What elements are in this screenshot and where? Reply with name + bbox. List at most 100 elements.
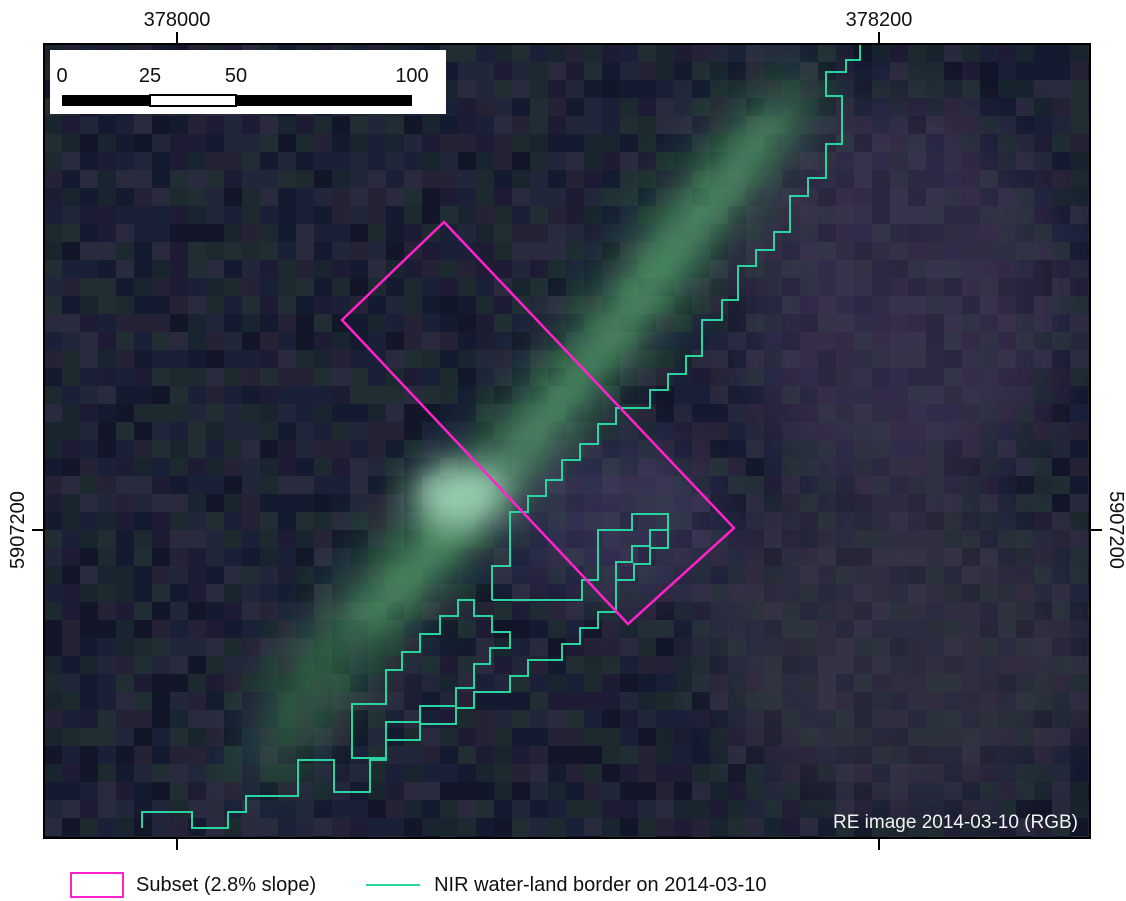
image-pixel — [458, 332, 476, 350]
image-pixel — [494, 728, 512, 746]
image-pixel — [242, 278, 260, 296]
image-pixel — [458, 422, 476, 440]
image-pixel — [1016, 134, 1034, 152]
image-pixel — [116, 764, 134, 782]
image-pixel — [494, 584, 512, 602]
image-pixel — [206, 620, 224, 638]
image-pixel — [458, 602, 476, 620]
image-pixel — [80, 764, 98, 782]
image-pixel — [206, 404, 224, 422]
image-pixel — [170, 458, 188, 476]
image-pixel — [296, 260, 314, 278]
image-pixel — [314, 422, 332, 440]
image-pixel — [476, 134, 494, 152]
image-pixel — [314, 602, 332, 620]
image-pixel — [512, 746, 530, 764]
image-pixel — [764, 782, 782, 800]
image-pixel — [458, 746, 476, 764]
image-pixel — [1052, 494, 1070, 512]
image-pixel — [512, 62, 530, 80]
image-pixel — [404, 800, 422, 818]
image-pixel — [116, 242, 134, 260]
image-pixel — [404, 782, 422, 800]
image-pixel — [998, 458, 1016, 476]
image-pixel — [1034, 458, 1052, 476]
image-pixel — [188, 602, 206, 620]
image-pixel — [764, 44, 782, 62]
image-pixel — [602, 422, 620, 440]
image-pixel — [512, 152, 530, 170]
image-pixel — [170, 674, 188, 692]
image-pixel — [134, 512, 152, 530]
image-pixel — [350, 242, 368, 260]
image-pixel — [80, 188, 98, 206]
image-pixel — [494, 818, 512, 836]
image-caption: RE image 2014-03-10 (RGB) — [833, 812, 1078, 833]
image-pixel — [368, 134, 386, 152]
image-pixel — [602, 782, 620, 800]
image-pixel — [710, 296, 728, 314]
image-pixel — [332, 170, 350, 188]
image-pixel — [224, 350, 242, 368]
image-pixel — [332, 818, 350, 836]
image-pixel — [404, 404, 422, 422]
image-pixel — [296, 152, 314, 170]
image-pixel — [512, 692, 530, 710]
image-pixel — [674, 350, 692, 368]
legend-border-label: NIR water-land border on 2014-03-10 — [434, 873, 767, 896]
image-pixel — [764, 818, 782, 836]
image-pixel — [980, 44, 998, 62]
image-pixel — [458, 638, 476, 656]
image-pixel — [854, 44, 872, 62]
image-pixel — [422, 620, 440, 638]
image-pixel — [134, 764, 152, 782]
image-pixel — [620, 674, 638, 692]
image-pixel — [314, 818, 332, 836]
image-pixel — [566, 98, 584, 116]
image-pixel — [530, 206, 548, 224]
image-pixel — [440, 800, 458, 818]
image-pixel — [620, 62, 638, 80]
image-pixel — [332, 116, 350, 134]
image-pixel — [422, 314, 440, 332]
image-pixel — [260, 440, 278, 458]
image-pixel — [854, 62, 872, 80]
image-pixel — [512, 332, 530, 350]
image-pixel — [386, 674, 404, 692]
legend-item-subset: Subset (2.8% slope) — [70, 872, 316, 898]
image-pixel — [728, 548, 746, 566]
image-pixel — [656, 80, 674, 98]
image-pixel — [224, 710, 242, 728]
image-pixel — [332, 314, 350, 332]
image-pixel — [332, 458, 350, 476]
image-pixel — [404, 278, 422, 296]
image-pixel — [422, 728, 440, 746]
image-pixel — [404, 206, 422, 224]
image-pixel — [134, 656, 152, 674]
image-pixel — [80, 818, 98, 836]
image-pixel — [728, 458, 746, 476]
image-pixel — [710, 746, 728, 764]
image-pixel — [368, 782, 386, 800]
image-pixel — [206, 800, 224, 818]
image-pixel — [134, 422, 152, 440]
image-pixel — [1070, 152, 1088, 170]
image-pixel — [1052, 350, 1070, 368]
image-pixel — [206, 134, 224, 152]
image-pixel — [638, 404, 656, 422]
image-pixel — [422, 422, 440, 440]
image-pixel — [782, 44, 800, 62]
image-pixel — [260, 278, 278, 296]
image-pixel — [152, 206, 170, 224]
image-pixel — [602, 764, 620, 782]
image-pixel — [584, 818, 602, 836]
image-pixel — [440, 314, 458, 332]
image-pixel — [494, 116, 512, 134]
image-pixel — [440, 746, 458, 764]
image-pixel — [494, 152, 512, 170]
image-pixel — [296, 278, 314, 296]
image-pixel — [746, 80, 764, 98]
image-pixel — [98, 440, 116, 458]
image-pixel — [548, 134, 566, 152]
image-pixel — [62, 476, 80, 494]
